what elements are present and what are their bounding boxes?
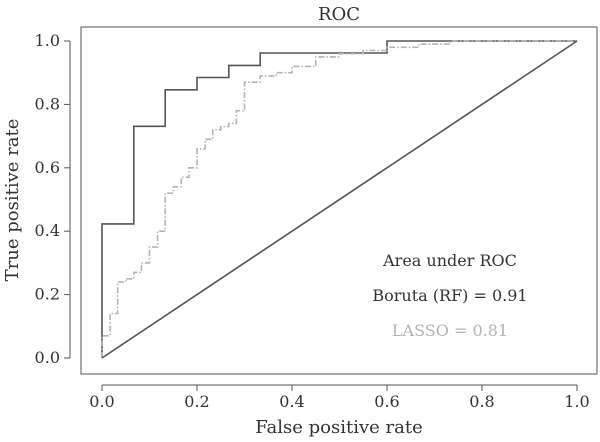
legend-entry-boruta: Boruta (RF) = 0.91 xyxy=(372,286,527,305)
y-axis-title: True positive rate xyxy=(2,119,23,282)
x-tick-label: 0.0 xyxy=(89,392,114,411)
x-tick-label: 0.2 xyxy=(184,392,209,411)
roc-curves xyxy=(101,40,578,359)
lasso-curve xyxy=(101,40,577,358)
axes: 0.0 0.2 0.4 0.6 0.8 1.0 0.0 0.2 0.4 0.6 0.8 1.0 xyxy=(35,31,590,411)
y-tick-label: 0.6 xyxy=(35,158,60,177)
x-tick-label: 0.8 xyxy=(469,392,494,411)
x-axis-title: False positive rate xyxy=(255,417,422,438)
y-tick-label: 0.0 xyxy=(35,348,60,367)
chart-title: ROC xyxy=(318,4,360,25)
x-tick-label: 1.0 xyxy=(564,392,589,411)
plot-area-border xyxy=(80,26,598,375)
y-tick-label: 0.8 xyxy=(35,94,60,113)
x-tick-label: 0.4 xyxy=(279,392,304,411)
y-tick-label: 0.2 xyxy=(35,285,60,304)
legend: Area under ROC Boruta (RF) = 0.91 LASSO … xyxy=(372,251,527,340)
y-tick-label: 1.0 xyxy=(35,31,60,50)
x-tick-label: 0.6 xyxy=(374,392,399,411)
chance-diagonal-line xyxy=(101,40,578,359)
legend-entry-lasso: LASSO = 0.81 xyxy=(392,321,508,340)
legend-title: Area under ROC xyxy=(382,251,517,270)
y-tick-label: 0.4 xyxy=(35,221,60,240)
